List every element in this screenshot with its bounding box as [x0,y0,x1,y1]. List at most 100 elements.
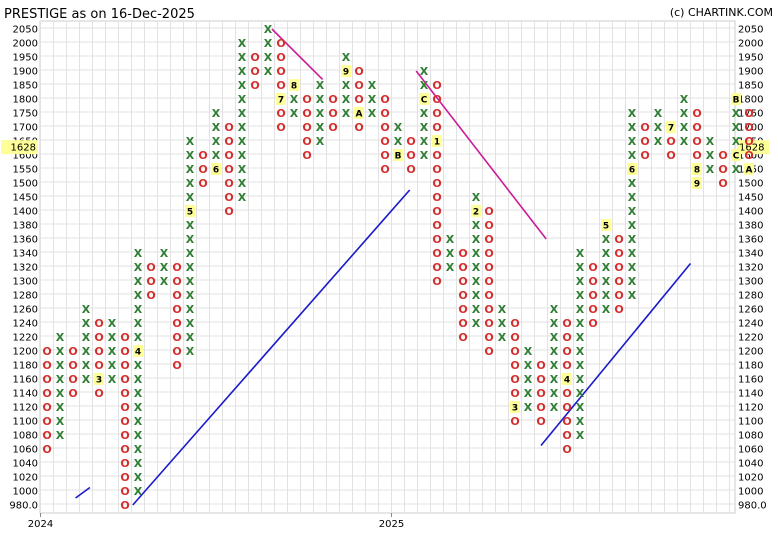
x-box: X [576,275,585,288]
o-box: O [94,345,103,358]
x-box: X [316,121,325,134]
x-box: X [628,135,637,148]
y-tick-label: 1950 [13,53,38,64]
month-marker-bg [289,79,299,91]
x-box: X [134,289,143,302]
x-box: X [56,415,65,428]
x-box: X [134,275,143,288]
o-box: O [328,93,337,106]
o-box: O [380,135,389,148]
x-box: X [56,401,65,414]
o-box: O [68,387,77,400]
x-box: X [56,331,65,344]
x-box: X [472,317,481,330]
x-box: X [654,121,663,134]
month-marker: A [746,166,753,176]
pnf-columns: OOOOOOOOXXXXXXXXOOOOXXXXXXO3OOOOXXXXXOOO… [42,23,754,512]
o-box: O [224,121,233,134]
price-tag-right: 1628 [739,143,764,154]
trendlines [75,28,692,506]
x-tick-label: 2025 [379,519,404,530]
o-box: O [484,275,493,288]
o-box: O [562,331,571,344]
x-box: X [186,345,195,358]
o-box: O [692,121,701,134]
x-box: X [498,303,507,316]
o-box: O [432,93,441,106]
x-box: X [576,261,585,274]
x-box: X [56,345,65,358]
x-box: X [550,373,559,386]
o-box: O [120,401,129,414]
trendline [132,189,411,506]
x-box: X [186,317,195,330]
x-box: X [446,247,455,260]
month-marker-bg [731,93,741,105]
x-box: X [368,93,377,106]
copyright-label: (c) CHARTINK.COM [670,6,773,19]
o-box: O [120,345,129,358]
x-box: X [238,135,247,148]
o-box: O [718,149,727,162]
o-box: O [432,79,441,92]
o-box: O [42,373,51,386]
y-tick-label: 1240 [738,319,763,330]
y-tick-label: 1950 [738,53,763,64]
month-marker-bg [185,205,195,217]
o-box: O [172,303,181,316]
month-marker-bg [354,107,364,119]
month-marker-bg [341,65,351,77]
o-box: O [380,149,389,162]
o-box: O [536,387,545,400]
y-tick-label: 1060 [738,445,763,456]
x-box: X [186,261,195,274]
x-box: X [264,23,273,36]
o-box: O [432,191,441,204]
o-box: O [432,149,441,162]
o-box: O [484,261,493,274]
x-box: X [524,359,533,372]
x-box: X [342,107,351,120]
o-box: O [120,485,129,498]
o-box: O [744,121,753,134]
x-box: X [472,219,481,232]
x-box: X [134,387,143,400]
o-box: O [42,359,51,372]
x-box: X [160,261,169,274]
o-box: O [510,331,519,344]
y-tick-label: 1080 [738,431,763,442]
x-box: X [238,65,247,78]
month-marker: 6 [213,166,219,176]
o-box: O [744,149,753,162]
o-box: O [120,415,129,428]
x-box: X [368,79,377,92]
y-tick-label: 1500 [738,179,763,190]
o-box: O [432,205,441,218]
o-box: O [432,163,441,176]
o-box: O [510,317,519,330]
o-box: O [484,205,493,218]
o-box: O [250,79,259,92]
x-box: X [576,401,585,414]
x-box: X [108,331,117,344]
x-box: X [238,51,247,64]
y-tick-label: 980.0 [738,501,767,512]
x-box: X [160,247,169,260]
x-box: X [238,37,247,50]
o-box: O [42,345,51,358]
x-box: X [420,79,429,92]
o-box: O [458,317,467,330]
month-marker: 8 [291,82,297,92]
o-box: O [302,149,311,162]
x-box: X [316,79,325,92]
o-box: O [510,415,519,428]
month-marker-bg [562,373,572,385]
o-box: O [250,65,259,78]
o-box: O [718,163,727,176]
x-box: X [134,401,143,414]
o-box: O [276,37,285,50]
o-box: O [276,65,285,78]
y-tick-label: 1020 [13,473,38,484]
x-box: X [524,373,533,386]
month-marker: 5 [187,208,193,218]
